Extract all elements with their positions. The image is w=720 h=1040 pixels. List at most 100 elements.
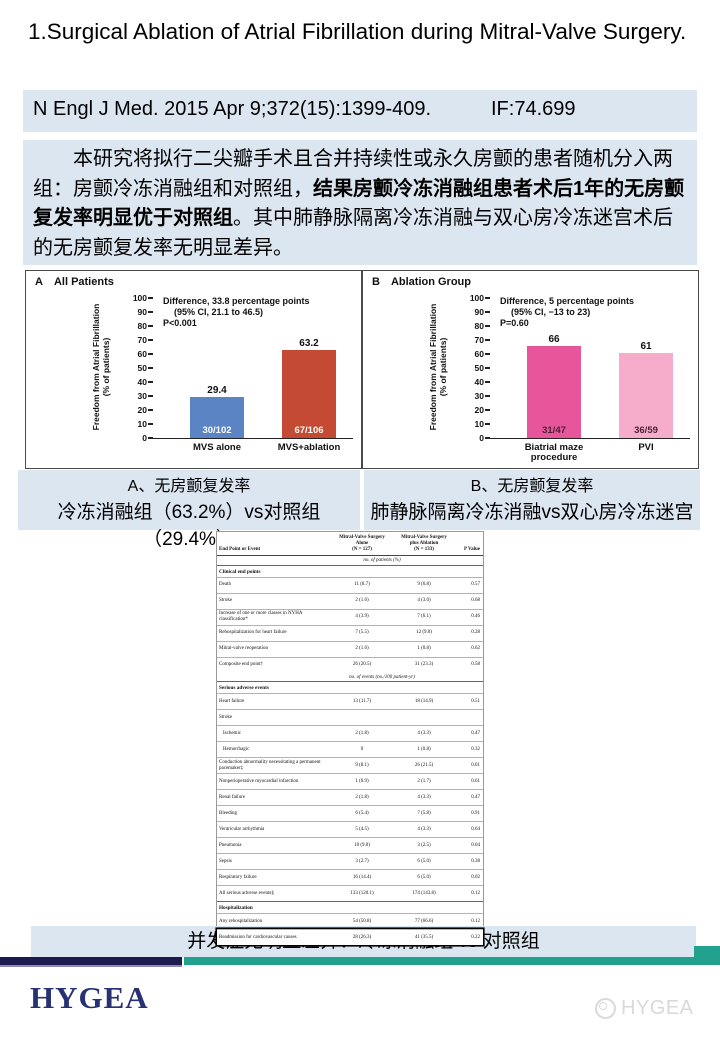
x-category-label: MVS+ablation [277,442,341,453]
table-row: Conduction abnormality necessitating a p… [217,757,483,773]
table-section-row: Serious adverse events [217,681,483,693]
row-value: 9 (8.1) [355,762,369,768]
chart-bar: 61 36/59 [619,341,673,438]
annotation-line: P<0.001 [163,318,197,328]
row-value: 9 (6.8) [417,582,431,588]
footer-bar-navy [0,957,182,967]
table-unit-row: no. of events (no./100 patient-yr) [349,674,415,680]
table-row: Stroke 2 (1.6) 4 (3.0) 0.68 [217,592,483,609]
y-tick: 30 [127,391,153,401]
row-value: 12 (9.0) [416,630,432,636]
annotation-line: Difference, 5 percentage points [500,296,635,306]
table-row: Bleeding 6 (5.4) 7 (5.8) 0.91 [217,805,483,821]
panel-a-bars: 29.4 30/102 63.2 67/106 [153,298,353,438]
row-value: 1 (0.8) [417,746,431,752]
panel-b-title: Ablation Group [390,276,471,288]
row-pvalue: 0.01 [471,762,480,768]
panel-b-xlabels: Biatrial maze procedure PVI [490,298,690,463]
panel-a-annotation: Difference, 33.8 percentage points (95% … [163,296,310,329]
row-value: 13 (11.7) [352,698,372,704]
y-tick: 70 [464,335,490,345]
panel-b-yticks: 0 10 20 30 40 50 60 70 80 90 100 [470,293,690,443]
y-tick: 80 [127,321,153,331]
row-value: 4 (3.3) [417,730,431,736]
row-pvalue: 0.38 [471,858,480,864]
row-label: Mitral-valve reoperation [219,646,269,652]
row-label: Death [219,582,231,588]
citation-bar: N Engl J Med. 2015 Apr 9;372(15):1399-40… [23,90,697,132]
row-label: Heart failure [219,698,245,704]
y-tick: 40 [127,377,153,387]
citation-text: N Engl J Med. 2015 Apr 9;372(15):1399-40… [33,98,432,120]
row-label: Respiratory failure [219,874,257,880]
annotation-line: (95% CI, 21.1 to 46.5) [174,307,264,317]
row-value: 4 (3.9) [355,614,369,620]
y-tick: 60 [464,349,490,359]
bar-count-label: 31/47 [542,425,566,436]
table-row: Rehospitalization for heart failure 7 (5.… [217,624,483,641]
bar-value-label: 61 [640,340,652,352]
table-section-row: Clinical end points [217,564,483,577]
table-row: Ischemic 2 (1.8) 4 (3.3) 0.47 [217,725,483,741]
row-value: 41 (35.5) [414,934,434,940]
y-tick: 30 [464,391,490,401]
row-value: 7 (5.8) [417,810,431,816]
row-value: 4 (3.0) [417,598,431,604]
bar-value-label: 63.2 [299,337,319,349]
row-label: Composite end point† [219,662,264,668]
row-value: 133 (120.1) [350,890,374,896]
row-label: Hemorrhagic [223,746,250,752]
caption-b-line2: 肺静脉隔离冷冻消融vs双心房冷冻迷宫 [370,502,694,523]
table-unit-row: no. of patients (%) [363,558,401,563]
panel-b-yaxis-label: Freedom from Atrial Fibrillation (% of p… [428,292,448,442]
col-header: Mitral-Valve Surgery plus Ablation (N = … [401,535,447,552]
row-pvalue: 0.57 [471,582,480,588]
table-row: Any rehospitalization 54 (50.8) 77 (66.6) 0… [217,913,483,929]
row-value: 28 (26.3) [352,934,372,940]
row-pvalue: 0.32 [471,746,480,752]
row-value: 54 (50.8) [352,918,372,924]
hygea-watermark: HYGEA [595,997,694,1020]
panel-b-bars: 66 31/47 61 36/59 [490,298,690,438]
row-value: 6 (5.4) [355,810,369,816]
y-tick: 0 [127,433,153,443]
panel-a-letter: A [35,276,43,288]
hygea-logo: HYGEA [30,980,149,1015]
y-tick: 60 [127,349,153,359]
annotation-line: (95% CI, −13 to 23) [511,307,591,317]
row-label: All serious adverse events§ [219,890,274,896]
table-row: Heart failure 13 (11.7) 18 (14.9) 0.51 [217,693,483,709]
row-value: 2 (1.6) [355,598,369,604]
row-label: Conduction abnormality necessitating a p… [219,759,321,771]
row-pvalue: 0.02 [471,874,480,880]
summary-text-tail: 。其中肺静脉隔离冷冻消融与双心房冷冻迷宫术后的无房颤复发率无明显差异。 [33,207,673,259]
table-header-row: End Point or Event Mitral-Valve Surgery A… [217,532,483,556]
table-row: Renal failure 2 (1.8) 4 (3.3) 0.47 [217,789,483,805]
row-value: 2 (1.8) [355,794,369,800]
row-value: 10 (9.0) [354,842,370,848]
panel-a-header: A All Patients [35,276,114,288]
row-value: 174 (143.8) [412,890,436,896]
yaxis-label-line1: Freedom from Atrial Fibrillation [428,303,438,431]
page-title: 1.Surgical Ablation of Atrial Fibrillati… [28,19,687,44]
row-value: 0 [360,746,364,752]
panel-b-annotation: Difference, 5 percentage points (95% CI,… [500,296,634,329]
row-pvalue: 0.47 [471,794,480,800]
row-value: 31 (23.3) [414,662,434,668]
table-row: Hemorrhagic 0 1 (0.8) 0.32 [217,741,483,757]
row-value: 4 (3.3) [417,826,431,832]
row-value: 5 (4.5) [355,826,369,832]
caption-a-line2: 冷冻消融组（63.2%）vs对照组（29.4%） [57,502,321,550]
row-label: Bleeding [219,810,238,816]
row-pvalue: 0.28 [471,630,480,636]
table-section-row: Hospitalization [217,901,483,913]
table-row: All serious adverse events§ 133 (120.1) 17… [217,885,483,901]
row-value: 7 (5.5) [355,630,369,636]
table-row: Stroke [217,709,483,725]
x-category-label: PVI [638,442,654,453]
panel-a-xlabels: MVS alone MVS+ablation [153,298,353,453]
row-pvalue: 0.12 [471,918,480,924]
table-row: Sepsis 3 (2.7) 6 (5.0) 0.38 [217,853,483,869]
footer-bar-teal [184,957,720,965]
footer-accent-square [694,946,720,965]
